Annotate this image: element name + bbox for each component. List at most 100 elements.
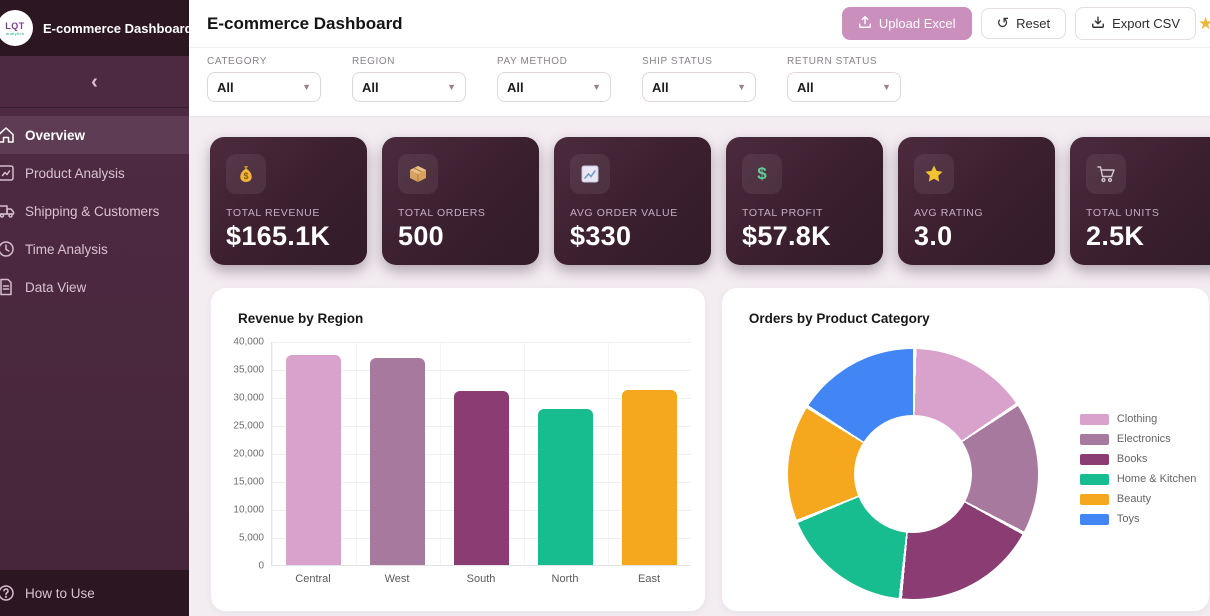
chevron-down-icon: ▼ (882, 82, 891, 92)
y-tick-label: 0 (258, 560, 264, 572)
bar-north[interactable] (537, 409, 593, 565)
bar-chart-y-axis: 40,000 35,000 30,000 25,000 20,000 15,000 10,0… (223, 337, 271, 572)
x-tick-label: West (384, 573, 410, 585)
sidebar-item-label: Overview (25, 127, 86, 143)
bar-central[interactable] (286, 355, 342, 565)
sidebar-collapse-bar: ‹ (0, 56, 189, 108)
sidebar: LQT analytics E-commerce Dashboard ‹ Ove… (0, 0, 189, 616)
bar-south[interactable] (453, 391, 509, 565)
kpi-card-avg-rating: AVG RATING 3.0 (898, 137, 1055, 265)
filter-bar: CATEGORY All ▼ REGION All ▼ PAY METHOD All ▼ SHIP… (189, 48, 1210, 117)
donut-chart-title: Orders by Product Category (748, 311, 930, 326)
sidebar-item-data-view[interactable]: Data View (0, 268, 189, 306)
dollar-icon: $ (742, 154, 782, 194)
filter-select-region[interactable]: All ▼ (352, 72, 466, 102)
y-tick-label: 40,000 (233, 336, 264, 348)
bar-chart: 40,000 35,000 30,000 25,000 20,000 15,000 10,0… (223, 337, 705, 572)
kpi-card-total-units: TOTAL UNITS 2.5K (1070, 137, 1210, 265)
sidebar-item-how-to-use[interactable]: How to Use (0, 574, 95, 612)
reset-label: Reset (1016, 16, 1051, 31)
sidebar-item-time-analysis[interactable]: Time Analysis (0, 230, 189, 268)
reset-button[interactable]: ↺ Reset (980, 8, 1067, 39)
legend-item-beauty[interactable]: Beauty (1079, 493, 1196, 505)
package-icon (398, 154, 438, 194)
page-title: E-commerce Dashboard (207, 13, 403, 33)
donut-legend: Clothing Electronics Books Home & Kitchen Be… (1079, 413, 1196, 525)
sidebar-item-product-analysis[interactable]: Product Analysis (0, 154, 189, 192)
legend-label: Clothing (1116, 413, 1158, 425)
upload-excel-label: Upload Excel (878, 16, 956, 31)
truck-icon (0, 201, 16, 221)
donut-hole (853, 415, 972, 533)
export-csv-button[interactable]: Export CSV (1075, 7, 1196, 40)
legend-item-home-kitchen[interactable]: Home & Kitchen (1079, 473, 1196, 485)
legend-label: Toys (1116, 513, 1140, 525)
star-icon (914, 154, 954, 194)
bar-west[interactable] (370, 358, 426, 565)
bar-cell (356, 342, 440, 565)
sidebar-item-label: Shipping & Customers (25, 203, 160, 219)
filter-ship-status: SHIP STATUS All ▼ (642, 56, 756, 102)
legend-item-electronics[interactable]: Electronics (1079, 433, 1196, 445)
product-analysis-icon (0, 163, 16, 183)
x-tick-label: East (637, 573, 660, 585)
legend-item-books[interactable]: Books (1079, 453, 1196, 465)
upload-icon (858, 15, 872, 32)
collapse-chevron-icon[interactable]: ‹ (91, 70, 98, 93)
kpi-card-total-orders: TOTAL ORDERS 500 (382, 137, 539, 265)
y-tick-label: 20,000 (233, 448, 264, 460)
bar-east[interactable] (621, 390, 677, 565)
revenue-by-region-card: Revenue by Region 40,000 35,000 30,000 25,0… (210, 287, 706, 612)
bar-cell (272, 342, 356, 565)
page-header: E-commerce Dashboard Upload Excel ↺ Rese… (189, 0, 1210, 48)
kpi-value: $165.1K (226, 221, 331, 251)
filter-pay-method: PAY METHOD All ▼ (497, 56, 611, 102)
sidebar-item-shipping-customers[interactable]: Shipping & Customers (0, 192, 189, 230)
sidebar-item-label: Product Analysis (25, 165, 125, 181)
filter-value: All (362, 79, 379, 95)
y-tick-label: 5,000 (238, 532, 264, 544)
filter-select-ship-status[interactable]: All ▼ (642, 72, 756, 102)
header-buttons: Upload Excel ↺ Reset Export CSV (841, 7, 1196, 40)
sidebar-item-overview[interactable]: Overview (0, 116, 189, 154)
legend-item-toys[interactable]: Toys (1079, 513, 1196, 525)
chart-increasing-icon (570, 154, 610, 194)
kpi-card-total-profit: $ TOTAL PROFIT $57.8K (726, 137, 883, 265)
y-tick-label: 30,000 (233, 392, 264, 404)
x-tick-label: South (466, 573, 496, 585)
bar-cell (607, 342, 691, 565)
kpi-label: AVG RATING (914, 207, 984, 219)
question-icon (0, 583, 16, 603)
filter-value: All (217, 79, 234, 95)
filter-label: RETURN STATUS (787, 56, 878, 67)
kpi-card-total-revenue: $ TOTAL REVENUE $165.1K (210, 137, 367, 265)
filter-select-pay-method[interactable]: All ▼ (497, 72, 611, 102)
kpi-label: TOTAL REVENUE (226, 207, 320, 219)
sidebar-footer: How to Use (0, 570, 189, 616)
chevron-down-icon: ▼ (592, 82, 601, 92)
filter-label: SHIP STATUS (642, 56, 713, 67)
y-tick-label: 35,000 (233, 364, 264, 376)
reset-icon: ↺ (996, 15, 1010, 32)
filter-select-category[interactable]: All ▼ (207, 72, 321, 102)
filter-select-return-status[interactable]: All ▼ (787, 72, 901, 102)
filter-region: REGION All ▼ (352, 56, 466, 102)
kpi-card-avg-order-value: AVG ORDER VALUE $330 (554, 137, 711, 265)
filter-value: All (797, 79, 814, 95)
bar-chart-title: Revenue by Region (238, 311, 364, 326)
filter-category: CATEGORY All ▼ (207, 56, 321, 102)
legend-item-clothing[interactable]: Clothing (1079, 413, 1196, 425)
kpi-value: $57.8K (742, 221, 831, 251)
upload-excel-button[interactable]: Upload Excel (841, 7, 972, 40)
kpi-label: AVG ORDER VALUE (570, 207, 678, 219)
cart-icon (1086, 154, 1126, 194)
legend-label: Books (1116, 453, 1148, 465)
kpi-label: TOTAL ORDERS (398, 207, 486, 219)
bar-cell (440, 342, 524, 565)
orders-by-category-card: Orders by Product Category Clothing Elect… (720, 287, 1210, 612)
document-icon (0, 277, 16, 297)
donut-chart[interactable] (787, 349, 1038, 599)
kpi-value: 3.0 (914, 221, 953, 251)
bar-chart-x-axis: Central West South North East (271, 573, 692, 585)
bar-chart-plot[interactable] (271, 342, 691, 566)
